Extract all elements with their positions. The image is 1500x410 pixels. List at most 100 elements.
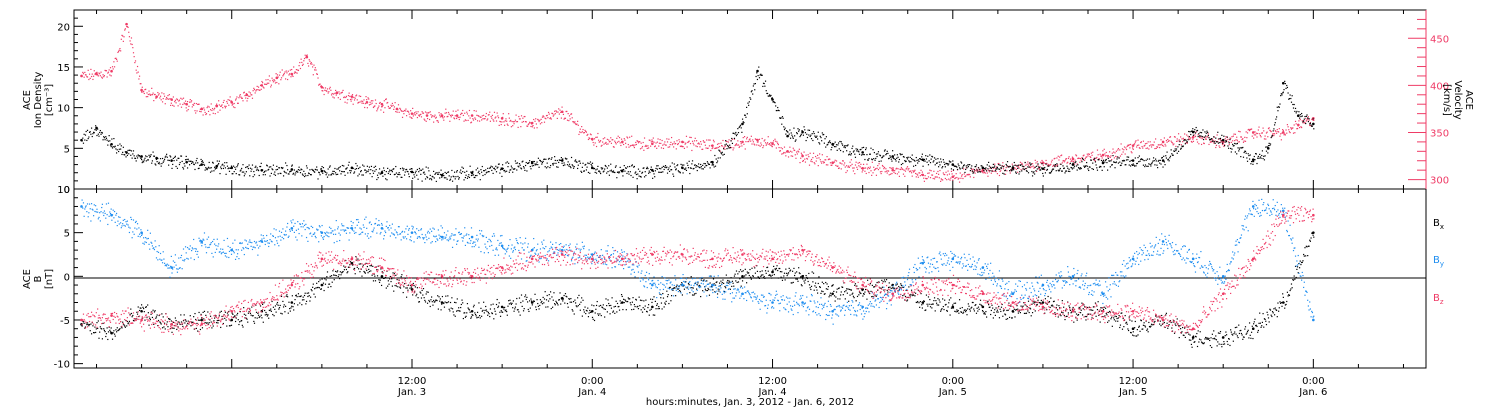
bx-sample (141, 317, 143, 319)
velocity-sample (195, 102, 197, 105)
density-sample (631, 165, 633, 167)
velocity-sample (302, 63, 304, 65)
density-sample (841, 143, 843, 145)
velocity-sample (1049, 164, 1051, 166)
velocity-sample (93, 70, 95, 72)
bx-sample (522, 300, 524, 302)
density-sample (263, 171, 265, 174)
density-sample (1285, 87, 1287, 90)
velocity-sample (522, 117, 524, 119)
velocity-sample (232, 103, 234, 105)
density-sample (780, 117, 782, 119)
density-sample (326, 172, 328, 174)
density-sample (442, 173, 444, 175)
bx-sample (679, 289, 681, 292)
density-sample (524, 164, 527, 167)
velocity-sample (694, 137, 696, 139)
velocity-sample (359, 101, 361, 103)
velocity-sample (613, 146, 615, 148)
density-sample (673, 175, 675, 177)
bx-sample (391, 285, 393, 287)
density-sample (1282, 91, 1284, 93)
velocity-sample (1006, 170, 1008, 172)
velocity-sample (840, 168, 842, 170)
density-sample (1061, 170, 1063, 172)
bx-sample (727, 279, 729, 282)
density-sample (979, 171, 982, 173)
bx-sample (211, 327, 213, 329)
velocity-sample (321, 90, 323, 92)
bx-sample (551, 296, 553, 298)
density-sample (842, 144, 844, 146)
velocity-sample (963, 168, 965, 170)
density-sample (474, 176, 476, 179)
velocity-sample (533, 118, 535, 121)
density-sample (831, 146, 833, 149)
velocity-sample (1079, 157, 1082, 160)
bx-sample (278, 308, 280, 310)
density-point (560, 159, 564, 162)
density-sample (520, 167, 522, 169)
density-sample (301, 169, 303, 171)
velocity-sample (1158, 144, 1160, 146)
density-sample (625, 167, 627, 169)
bx-sample (739, 278, 741, 280)
density-sample (506, 170, 508, 172)
density-sample (300, 168, 302, 170)
bx-sample (397, 286, 399, 288)
bx-sample (89, 330, 91, 332)
bx-sample (150, 313, 152, 315)
density-point (410, 170, 414, 174)
density-sample (1134, 165, 1136, 167)
velocity-sample (182, 103, 184, 106)
bx-sample (505, 309, 507, 311)
bx-sample (635, 299, 638, 301)
velocity-sample (1043, 162, 1045, 164)
velocity-sample (108, 69, 110, 71)
density-sample (1191, 130, 1193, 132)
bx-sample (576, 306, 578, 308)
density-sample (1013, 169, 1015, 171)
density-sample (318, 172, 320, 174)
density-sample (716, 160, 719, 162)
density-sample (1054, 164, 1057, 166)
bx-sample (86, 324, 88, 326)
velocity-sample (702, 148, 704, 150)
velocity-sample (1215, 144, 1218, 147)
velocity-sample (593, 144, 595, 146)
velocity-sample (309, 60, 311, 62)
velocity-sample (345, 96, 347, 99)
bx-sample (723, 290, 725, 293)
velocity-sample (218, 104, 220, 106)
density-sample (1075, 165, 1078, 167)
velocity-sample (142, 91, 144, 93)
velocity-sample (282, 75, 284, 77)
density-sample (658, 167, 661, 170)
bx-sample (385, 276, 387, 278)
velocity-sample (879, 171, 882, 173)
velocity-sample (460, 113, 462, 116)
bx-sample (445, 295, 447, 297)
density-sample (1292, 103, 1294, 106)
velocity-sample (983, 171, 986, 173)
density-sample (337, 168, 339, 170)
density-sample (760, 74, 763, 76)
density-sample (591, 165, 593, 167)
density-sample (458, 178, 460, 180)
bx-sample (454, 315, 456, 317)
velocity-sample (1240, 136, 1242, 138)
velocity-sample (879, 167, 881, 169)
bx-sample (244, 317, 246, 319)
density-sample (446, 178, 448, 180)
velocity-sample (662, 144, 664, 146)
velocity-sample (715, 147, 717, 149)
density-sample (781, 123, 783, 125)
density-sample (299, 169, 301, 171)
density-sample (1189, 131, 1191, 133)
density-sample (1065, 170, 1067, 172)
bx-sample (335, 274, 337, 277)
density-sample (211, 170, 213, 172)
velocity-sample (1047, 163, 1049, 166)
density-sample (330, 174, 333, 176)
